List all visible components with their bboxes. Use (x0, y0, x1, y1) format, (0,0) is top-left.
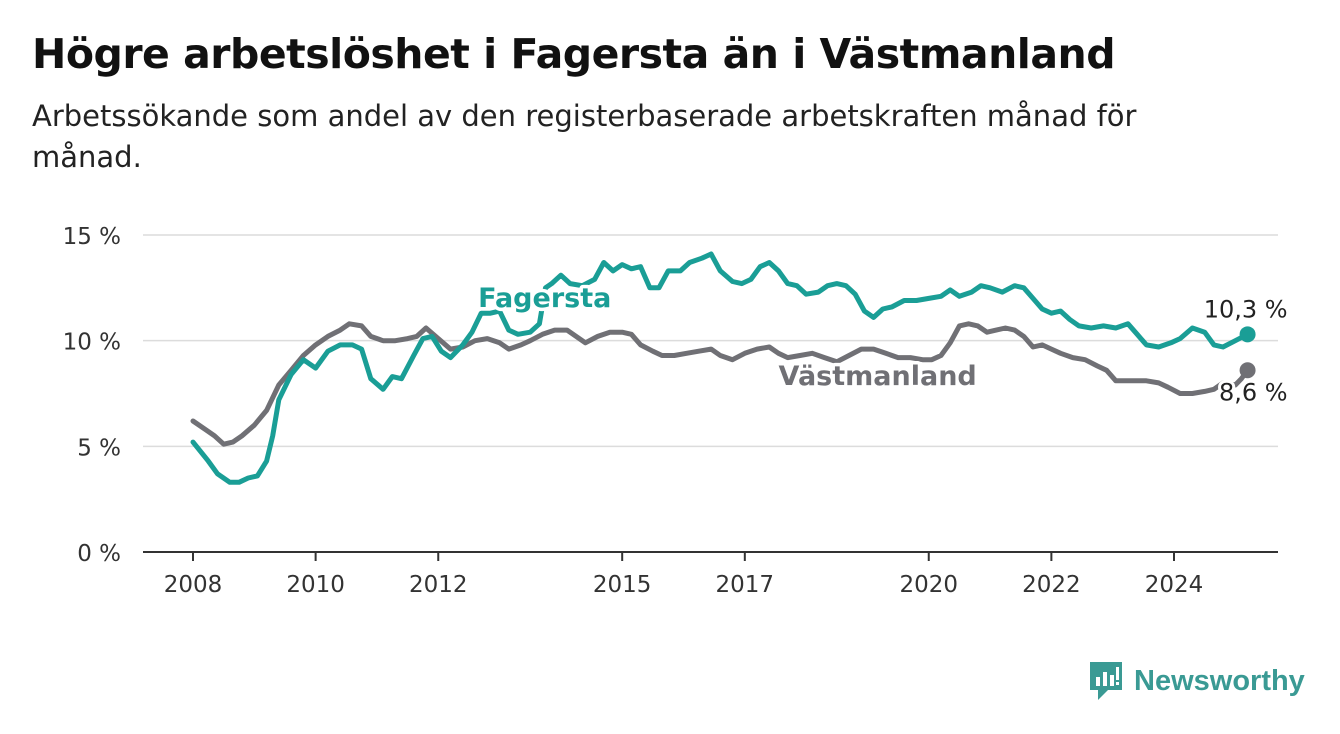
page-title: Högre arbetslöshet i Fagersta än i Västm… (32, 30, 1116, 78)
newsworthy-brand: Newsworthy (1088, 660, 1305, 702)
annotation-group: Fagersta Västmanland 10,3 % 8,6 % (475, 279, 1291, 409)
brand-name: Newsworthy (1134, 664, 1305, 697)
y-tick-label: 0 % (77, 541, 121, 567)
series-group (190, 251, 1256, 485)
x-tick-label: 2015 (593, 572, 652, 598)
y-tick-label: 15 % (63, 224, 121, 250)
end-value-label-fagersta: 10,3 % (1204, 295, 1288, 323)
newsworthy-logo-icon (1090, 662, 1122, 700)
series-line-fagersta (190, 251, 1251, 485)
series-line-vastmanland (190, 321, 1251, 447)
x-tick-label: 2010 (286, 572, 345, 598)
series-label-fagersta: Fagersta (478, 283, 611, 314)
x-tick-label: 2008 (164, 572, 223, 598)
end-value-label-vastmanland: 8,6 % (1219, 378, 1288, 406)
x-tick-label: 2012 (409, 572, 468, 598)
gridlines (143, 234, 1278, 553)
x-tick-label: 2024 (1145, 572, 1204, 598)
x-tick-label: 2020 (899, 572, 958, 598)
y-tick-label: 5 % (77, 435, 121, 461)
end-point-fagersta (1239, 326, 1256, 343)
page-subtitle: Arbetssökande som andel av den registerb… (32, 99, 1137, 174)
y-tick-label: 10 % (63, 330, 121, 356)
y-axis-ticks: 0 % 5 % 10 % 15 % (63, 224, 121, 567)
end-point-vastmanland (1239, 362, 1256, 379)
x-tick-label: 2022 (1022, 572, 1081, 598)
x-tick-label: 2017 (716, 572, 775, 598)
series-label-vastmanland: Västmanland (779, 361, 977, 392)
x-axis-ticks: 2008 2010 2012 2015 2017 2020 2022 2024 (164, 552, 1204, 598)
